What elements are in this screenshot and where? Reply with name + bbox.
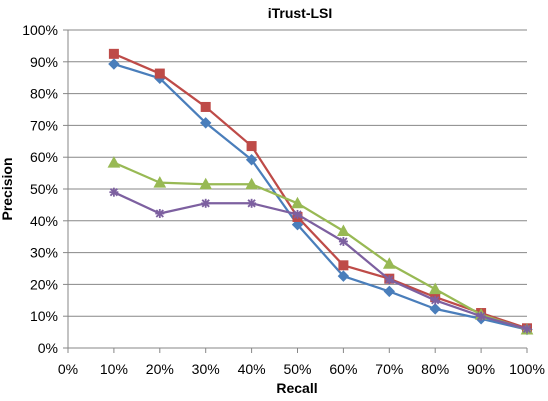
chart-title: iTrust-LSI xyxy=(268,5,333,21)
y-tick-label: 30% xyxy=(30,245,58,261)
data-point xyxy=(430,295,440,305)
y-tick-label: 10% xyxy=(30,308,58,324)
data-point xyxy=(245,177,258,190)
x-axis-title: Recall xyxy=(276,380,317,396)
x-tick-label: 100% xyxy=(509,361,545,377)
data-point xyxy=(155,208,165,218)
x-tick-label: 90% xyxy=(467,361,495,377)
data-point xyxy=(428,282,442,295)
data-point xyxy=(384,275,394,285)
data-point xyxy=(107,156,121,168)
data-point xyxy=(383,285,396,298)
series-4-line xyxy=(113,191,528,331)
x-tick-label: 60% xyxy=(329,361,357,377)
series-layer xyxy=(107,48,534,336)
data-point xyxy=(476,311,486,321)
data-point xyxy=(291,196,304,209)
data-point xyxy=(293,209,302,219)
y-tick-label: 100% xyxy=(22,22,58,38)
x-tick-label: 40% xyxy=(238,361,266,377)
data-point xyxy=(338,236,348,246)
x-tick-label: 50% xyxy=(283,361,311,377)
y-axis-ticks: 0% 10% 20% 30% 40% 50% 60% 70% 80% 90% 100% xyxy=(22,22,68,356)
data-point xyxy=(338,260,349,271)
data-point xyxy=(246,141,257,152)
data-point xyxy=(291,218,304,231)
data-point xyxy=(429,303,441,315)
y-tick-label: 50% xyxy=(30,181,58,197)
x-tick-label: 80% xyxy=(421,361,449,377)
y-tick-label: 20% xyxy=(30,276,58,292)
series-3-line xyxy=(113,161,528,331)
y-tick-label: 70% xyxy=(30,117,58,133)
series-4 xyxy=(109,187,532,334)
x-tick-label: 30% xyxy=(192,361,220,377)
data-point xyxy=(199,177,213,190)
data-point xyxy=(108,48,119,59)
data-point xyxy=(245,154,258,166)
x-tick-label: 70% xyxy=(375,361,403,377)
x-axis-ticks: 0% 10% 20% 30% 40% 50% 60% 70% 80% 90% 100% xyxy=(58,348,545,377)
gridlines xyxy=(68,29,527,317)
data-point xyxy=(108,58,120,70)
data-point xyxy=(522,324,532,334)
x-tick-label: 10% xyxy=(100,361,128,377)
series-2-line xyxy=(113,52,528,330)
y-tick-label: 60% xyxy=(30,149,58,165)
series-3 xyxy=(107,156,534,335)
data-point xyxy=(201,198,211,208)
y-tick-label: 40% xyxy=(30,213,58,229)
y-tick-label: 0% xyxy=(38,340,58,356)
x-tick-label: 0% xyxy=(58,361,78,377)
data-point xyxy=(337,224,350,236)
y-tick-label: 80% xyxy=(30,86,58,102)
y-axis-title: Precision xyxy=(0,157,15,220)
data-point xyxy=(153,176,167,188)
data-point xyxy=(247,198,257,208)
data-point xyxy=(154,68,165,79)
series-1-line xyxy=(113,62,528,331)
x-tick-label: 20% xyxy=(146,361,174,377)
data-point xyxy=(337,270,350,282)
series-1 xyxy=(108,58,533,336)
y-tick-label: 90% xyxy=(30,54,58,70)
data-point xyxy=(382,257,396,269)
data-point xyxy=(200,101,211,112)
data-point xyxy=(109,187,119,197)
data-point xyxy=(199,117,212,129)
